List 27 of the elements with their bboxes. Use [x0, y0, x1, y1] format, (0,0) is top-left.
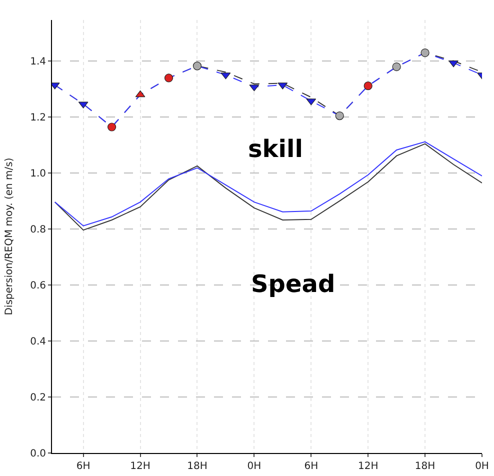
- x-tick-label: 0H: [247, 461, 262, 472]
- y-tick-label: 0.8: [30, 224, 46, 236]
- point: [392, 62, 401, 72]
- point: [108, 122, 116, 132]
- x-tick-label: 6H: [76, 461, 90, 472]
- point: [192, 62, 202, 70]
- point: [364, 82, 372, 90]
- point: [335, 111, 344, 120]
- y-tick-label: 0.0: [30, 448, 46, 460]
- x-tick-label: 6H: [304, 461, 318, 472]
- x-tick-label: 12H: [358, 461, 378, 472]
- y-tick-label: 0.6: [30, 280, 46, 292]
- point: [164, 74, 174, 82]
- x-tick-label: 0H: [475, 461, 489, 472]
- x-tick-label: 18H: [187, 461, 208, 472]
- y-tick-label: 0.2: [30, 392, 46, 404]
- y-tick-label: 1.2: [30, 112, 46, 124]
- x-tick-label: 18H: [414, 461, 436, 472]
- y-tick-label: 1.0: [30, 168, 46, 180]
- y-axis-title: Dispersion/REQM moy. (en m/s): [4, 158, 16, 316]
- y-tick-label: 1.4: [30, 56, 46, 68]
- point: [420, 48, 430, 58]
- point: [448, 60, 458, 68]
- y-tick-label: 0.4: [30, 336, 46, 348]
- annotation: skill: [248, 135, 303, 163]
- x-tick-label: 12H: [130, 461, 150, 472]
- annotation: Spead: [251, 270, 336, 298]
